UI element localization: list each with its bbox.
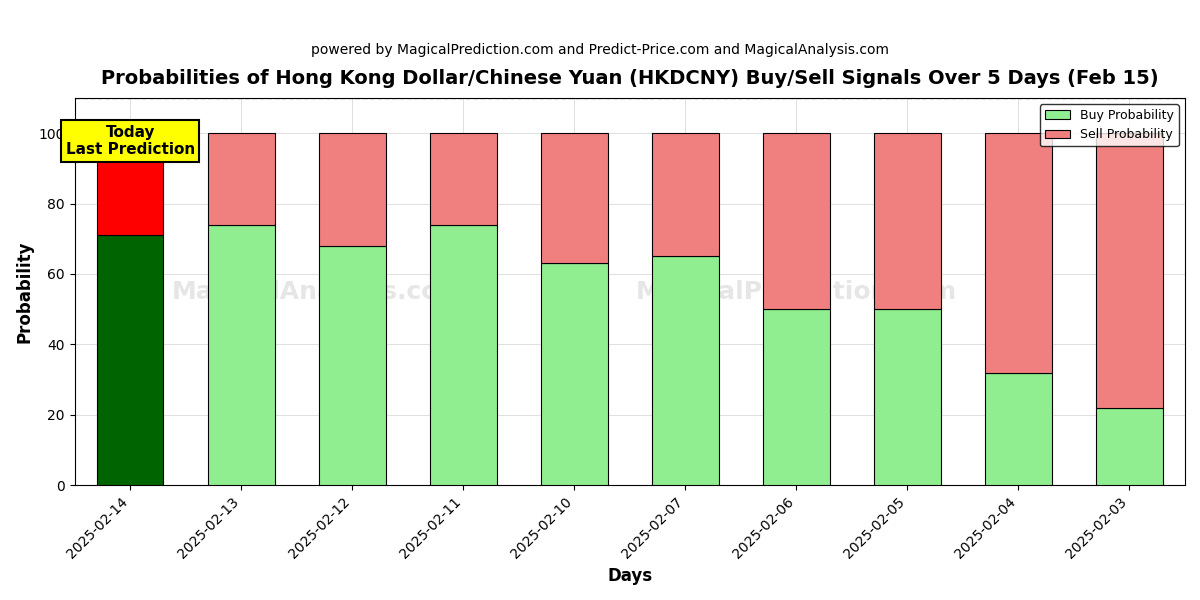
Bar [97, 133, 163, 235]
Y-axis label: Probability: Probability [16, 241, 34, 343]
Text: MagicalPrediction.com: MagicalPrediction.com [636, 280, 958, 304]
Bar [319, 246, 385, 485]
Bar [763, 309, 829, 485]
Bar [208, 224, 275, 485]
Bar [430, 133, 497, 224]
Title: Probabilities of Hong Kong Dollar/Chinese Yuan (HKDCNY) Buy/Sell Signals Over 5 : Probabilities of Hong Kong Dollar/Chines… [101, 69, 1159, 88]
Bar [97, 235, 163, 485]
Bar [541, 133, 607, 263]
Legend: Buy Probability, Sell Probability: Buy Probability, Sell Probability [1040, 104, 1178, 146]
Bar [985, 133, 1051, 373]
Bar [874, 133, 941, 309]
X-axis label: Days: Days [607, 567, 653, 585]
Bar [1096, 133, 1163, 408]
Bar [1096, 408, 1163, 485]
Bar [541, 263, 607, 485]
Bar [319, 133, 385, 246]
Bar [874, 309, 941, 485]
Bar [652, 133, 719, 256]
Text: powered by MagicalPrediction.com and Predict-Price.com and MagicalAnalysis.com: powered by MagicalPrediction.com and Pre… [311, 43, 889, 57]
Bar [652, 256, 719, 485]
Bar [430, 224, 497, 485]
Bar [985, 373, 1051, 485]
Bar [763, 133, 829, 309]
Text: MagicalAnalysis.com: MagicalAnalysis.com [172, 280, 466, 304]
Bar [208, 133, 275, 224]
Text: Today
Last Prediction: Today Last Prediction [66, 125, 194, 157]
